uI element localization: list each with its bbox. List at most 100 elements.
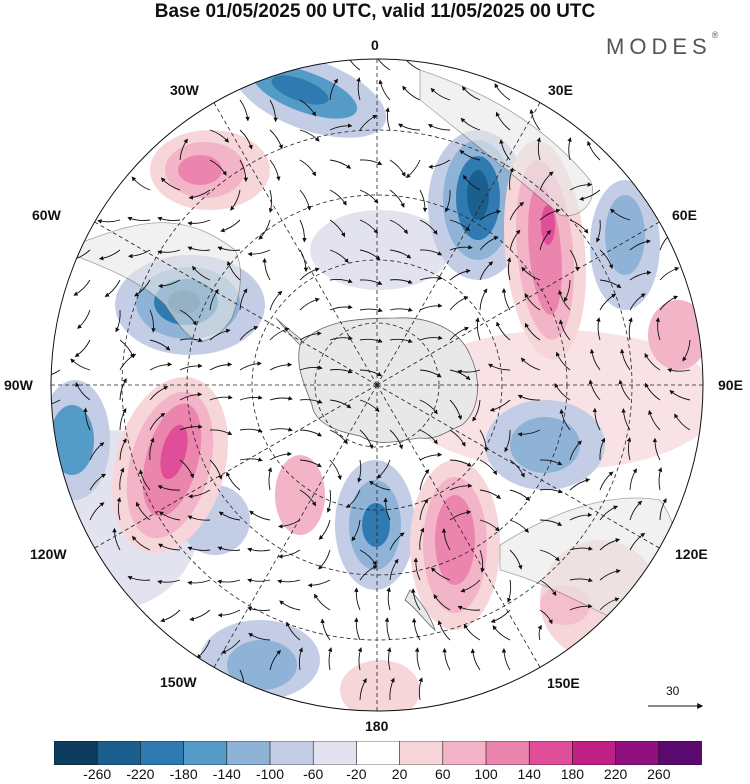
wind-arrow <box>629 270 652 281</box>
wind-arrow <box>479 519 500 532</box>
wind-arrow <box>586 140 601 161</box>
wind-arrow <box>389 558 399 581</box>
wind-arrow <box>119 467 125 491</box>
wind-arrow <box>652 437 661 461</box>
wind-arrow <box>596 219 601 243</box>
wind-arrow <box>157 485 181 491</box>
wind-arrow <box>359 249 381 261</box>
colorbar-tick-label: -260 <box>83 766 112 782</box>
wind-arrow <box>389 279 413 284</box>
wind-arrow <box>132 535 151 551</box>
wind-arrow <box>520 357 541 371</box>
wind-arrow <box>383 497 391 521</box>
wind-arrow <box>667 368 691 373</box>
colorbar-segment <box>96 741 142 765</box>
wind-arrow <box>509 519 529 533</box>
wind-arrow <box>326 489 332 513</box>
wind-arrow <box>558 319 571 341</box>
wind-arrow <box>682 339 691 362</box>
colorbar-tick-label: -220 <box>126 766 155 782</box>
wind-arrow <box>209 159 227 176</box>
wind-arrow <box>460 117 481 131</box>
wind-arrow <box>279 600 301 611</box>
wind-arrow <box>239 159 249 183</box>
wind-arrow <box>539 230 552 251</box>
colorbar-tick-label: 140 <box>517 766 541 782</box>
wind-arrow <box>524 292 541 311</box>
wind-arrow <box>221 639 241 654</box>
wind-arrow <box>569 512 593 521</box>
wind-arrow <box>621 408 631 431</box>
wind-arrow <box>359 279 383 285</box>
wind-arrow <box>492 625 511 641</box>
wind-arrow <box>504 429 511 453</box>
wind-vectors <box>51 59 691 701</box>
wind-arrow <box>318 519 331 540</box>
wind-arrow <box>179 337 203 343</box>
wind-arrow <box>384 617 391 641</box>
wind-arrow <box>359 219 379 235</box>
wind-arrow <box>249 510 271 521</box>
meridian-line <box>376 219 663 386</box>
wind-arrow <box>569 603 593 611</box>
wind-arrow <box>138 469 151 491</box>
map-border <box>50 58 704 712</box>
wind-arrow <box>189 609 211 622</box>
wind-arrow <box>230 189 241 211</box>
wind-arrow <box>402 59 421 71</box>
lon-label-right: 90E <box>718 377 743 393</box>
wind-arrow <box>644 352 661 371</box>
wind-arrow <box>209 328 231 341</box>
wind-arrow <box>479 261 494 281</box>
wind-arrow <box>160 609 181 623</box>
wind-arrow <box>357 647 363 671</box>
wind-arrow <box>179 138 188 161</box>
wind-arrow <box>419 275 443 281</box>
wind-arrow <box>299 267 320 281</box>
wind-arrow <box>239 129 253 150</box>
wind-arrow <box>187 246 211 251</box>
wind-arrow <box>239 395 263 401</box>
map-title: Base 01/05/2025 00 UTC, valid 11/05/2025… <box>154 1 596 22</box>
wind-arrow <box>592 407 601 431</box>
wind-arrow <box>430 567 451 581</box>
wind-arrow <box>269 396 293 401</box>
wind-arrow <box>449 483 473 491</box>
wind-arrow <box>158 543 181 551</box>
wind-arrow <box>269 129 283 150</box>
wind-arrow <box>506 257 512 281</box>
wind-arrow <box>149 362 173 371</box>
wind-arrow <box>470 648 481 671</box>
colorbar-segment <box>356 741 401 765</box>
wind-arrow <box>479 236 499 251</box>
wind-arrow <box>674 413 691 431</box>
wind-arrow <box>539 488 563 494</box>
colorbar-tick-label: 100 <box>474 766 498 782</box>
wind-arrow <box>569 478 591 491</box>
wind-arrow <box>217 246 241 251</box>
wind-arrow <box>247 249 271 257</box>
wind-arrow <box>135 501 151 521</box>
wind-arrow <box>357 459 362 483</box>
wind-arrow <box>267 467 272 491</box>
wind-arrow <box>539 609 553 625</box>
wind-arrow <box>158 279 181 289</box>
wind-arrow <box>70 358 91 371</box>
wind-arrow <box>89 442 105 461</box>
wind-arrow <box>359 307 383 313</box>
colorbar-segment <box>312 741 358 765</box>
wind-arrow <box>51 369 61 378</box>
wind-arrow <box>262 257 271 281</box>
wind-arrow <box>496 321 511 341</box>
wind-arrow <box>659 295 679 311</box>
registered-mark: ® <box>711 30 719 40</box>
wind-arrow <box>459 149 481 161</box>
wind-arrow <box>359 189 379 204</box>
wind-arrow <box>218 511 241 521</box>
wind-arrow <box>299 99 316 117</box>
wind-arrow <box>278 549 301 559</box>
wind-arrow <box>539 519 563 526</box>
wind-arrow <box>157 579 181 585</box>
wind-arrow <box>539 459 563 466</box>
wind-arrow <box>73 279 91 296</box>
